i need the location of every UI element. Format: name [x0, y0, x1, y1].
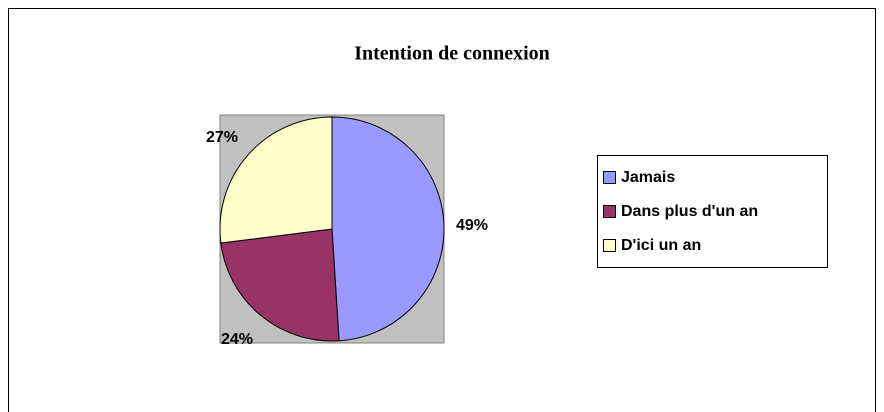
data-label: 27% — [206, 129, 238, 146]
pie-slice — [219, 116, 333, 244]
legend-label: Jamais — [621, 169, 675, 186]
legend-label: Dans plus d'un an — [621, 203, 758, 220]
data-label: 49% — [456, 217, 488, 234]
chart-title: Intention de connexion — [354, 43, 550, 65]
data-label: 24% — [221, 331, 253, 348]
legend-swatch — [603, 239, 616, 252]
legend-swatch — [603, 205, 616, 218]
legend — [597, 155, 828, 268]
pie-slice — [331, 116, 445, 342]
legend-swatch — [603, 171, 616, 184]
legend-label: D'ici un an — [621, 237, 701, 254]
pie-slice — [220, 228, 340, 342]
